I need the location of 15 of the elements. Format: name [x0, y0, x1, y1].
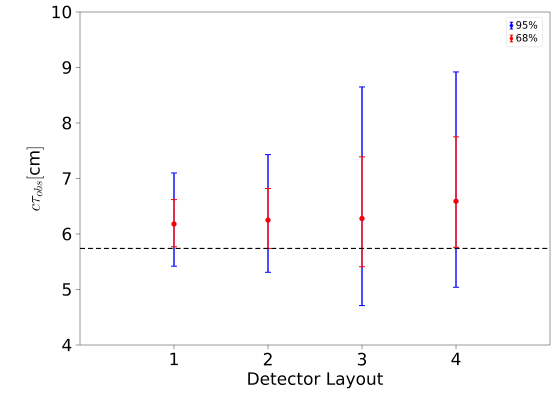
legend-label: 68% [516, 34, 538, 42]
y-tick-label: 10 [52, 6, 72, 18]
y-tick-label: 5 [62, 283, 71, 296]
y-tick-label: 4 [62, 338, 72, 352]
y-tick-label: 8 [62, 116, 72, 130]
y-tick-label: 9 [62, 61, 72, 74]
x-tick-label: 3 [358, 352, 366, 366]
x-tick-label: 1 [170, 352, 178, 366]
x-tick-label: 4 [451, 352, 460, 366]
legend-label: 95% [516, 21, 538, 29]
x-axis-title: Detector Layout [248, 372, 383, 388]
y-tick-label: 6 [62, 228, 72, 240]
x-tick-label: 2 [264, 352, 272, 366]
y-axis-title: $c\tau_{obs}\mathrm{[cm]}$ [26, 148, 44, 211]
y-tick-label: 7 [62, 172, 71, 185]
